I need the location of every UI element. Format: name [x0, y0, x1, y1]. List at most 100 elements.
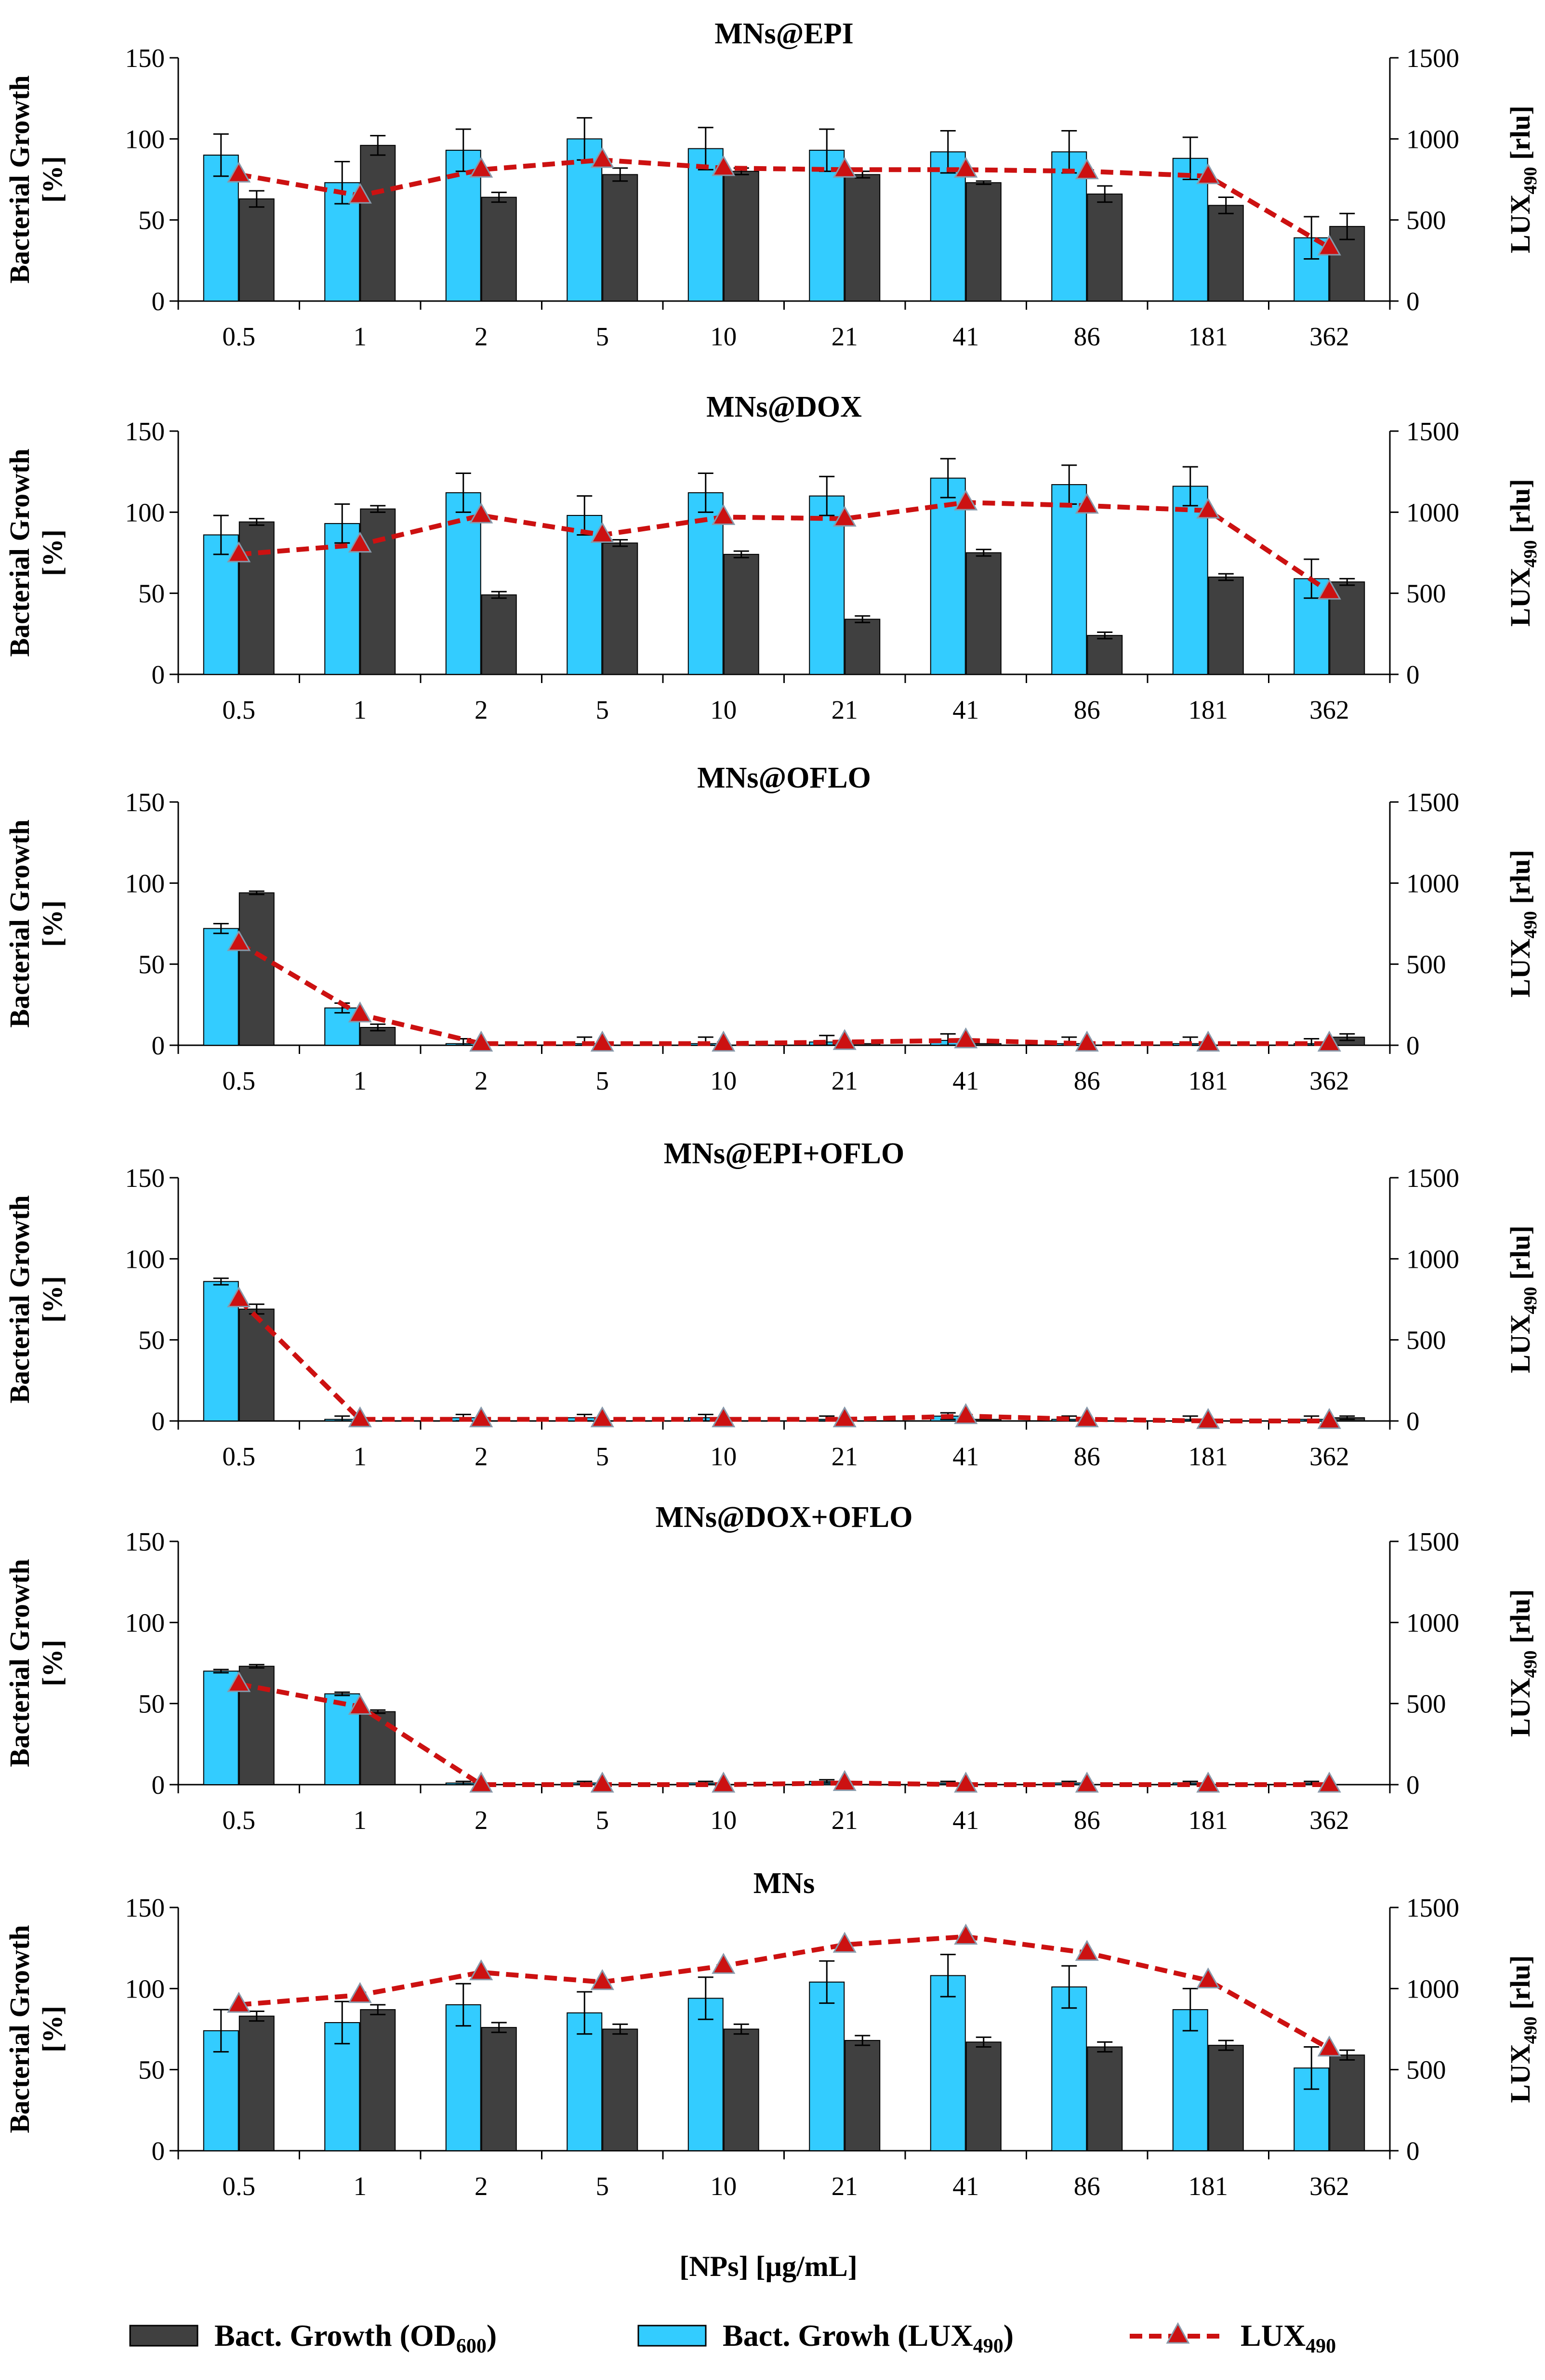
x-tick-label: 41	[952, 1442, 979, 1471]
left-tick-label: 100	[125, 498, 165, 527]
panel-title: MNs@DOX	[706, 391, 862, 423]
lux-line-marker	[832, 1770, 857, 1791]
x-tick-label: 1	[354, 1066, 367, 1095]
left-axis-title: Bacterial Growth [%]	[4, 1195, 68, 1403]
right-tick-label: 1500	[1406, 1527, 1459, 1556]
right-axis-title: LUX490 [rlu]	[1505, 479, 1541, 627]
lux-line-marker	[712, 1030, 736, 1052]
lux-line-marker	[1075, 1030, 1099, 1052]
od-bar	[1208, 205, 1244, 302]
lux-line-marker	[227, 541, 251, 563]
x-tick-label: 10	[710, 695, 737, 724]
left-axis-unit-text: [%]	[37, 1276, 68, 1323]
bars	[203, 458, 1365, 675]
right-tick-label: 1000	[1406, 1974, 1459, 2003]
lux-line-marker	[590, 1771, 614, 1793]
panel-title: MNs	[753, 1867, 815, 1900]
od-bar	[965, 182, 1002, 302]
right-tick-label: 1000	[1406, 498, 1459, 527]
lux-line-marker	[954, 157, 978, 178]
legend-item-2: Bact. Growh (LUX490)	[637, 2318, 1014, 2357]
left-axis-title: Bacterial Growth [%]	[4, 819, 68, 1027]
x-tick-label: 5	[596, 1805, 609, 1835]
lux-line-marker	[1317, 234, 1341, 256]
x-tick-label: 181	[1188, 1805, 1228, 1835]
x-tick-label: 21	[832, 695, 858, 724]
lux-line-marker	[1196, 1407, 1220, 1429]
right-tick-label: 0	[1406, 2136, 1420, 2166]
left-tick-label: 0	[152, 1770, 165, 1800]
x-tick-label: 2	[475, 1442, 488, 1471]
x-tick-label: 86	[1074, 2171, 1100, 2201]
left-axis-title-text: Bacterial Growth	[4, 1559, 35, 1767]
legend-label: LUX490	[1241, 2318, 1336, 2357]
lux-line-marker	[954, 1771, 978, 1793]
x-tick-label: 0.5	[222, 1805, 255, 1835]
legend-item-1: Bact. Growth (OD600)	[129, 2318, 497, 2357]
lux-line-marker	[469, 502, 493, 524]
lux-line-marker	[954, 1403, 978, 1424]
left-axis-unit-text: [%]	[37, 900, 68, 947]
x-tick-label: 2	[475, 1805, 488, 1835]
left-axis-title: Bacterial Growth [%]	[4, 1925, 68, 2133]
od-bar	[723, 2028, 759, 2151]
lux-line-marker	[227, 161, 251, 183]
left-tick-label: 0	[152, 660, 165, 689]
x-tick-label: 10	[710, 1442, 737, 1471]
right-tick-label: 1500	[1406, 788, 1459, 817]
left-axis-title-text: Bacterial Growth	[4, 448, 35, 657]
lux-line-marker	[712, 1771, 736, 1793]
legend-label: Bact. Growth (OD600)	[214, 2318, 497, 2357]
lux-line-marker	[1196, 497, 1220, 519]
right-axis-title-text: LUX490 [rlu]	[1505, 479, 1541, 627]
right-axis-title-text: LUX490 [rlu]	[1505, 1955, 1541, 2103]
lux-line-marker	[348, 1982, 372, 2003]
x-axis-title-group: [NPs] [µg/mL]	[679, 2250, 858, 2282]
x-tick-label: 1	[354, 695, 367, 724]
left-tick-label: 50	[138, 1689, 165, 1719]
od-bar	[845, 618, 881, 675]
od-bar	[723, 553, 759, 675]
legend-marker	[1166, 2322, 1190, 2344]
od-bar	[238, 2015, 275, 2152]
x-tick-label: 1	[354, 322, 367, 351]
left-tick-label: 100	[125, 1244, 165, 1274]
lux-bar	[930, 477, 966, 675]
right-tick-label: 0	[1406, 660, 1420, 689]
lux-line	[238, 941, 1330, 1046]
left-axis-unit-text: [%]	[37, 2006, 68, 2052]
x-tick-label: 10	[710, 2171, 737, 2201]
lux-line-marker	[1075, 158, 1099, 180]
lux-line-marker	[712, 504, 736, 525]
lux-line-marker	[832, 1932, 857, 1953]
right-axis-title: LUX490 [rlu]	[1505, 1955, 1541, 2103]
od-bar	[360, 2009, 396, 2152]
lux-line-marker	[590, 147, 614, 168]
od-bar	[1087, 635, 1123, 675]
left-axis-unit-text: [%]	[37, 1640, 68, 1686]
lux-line-marker	[227, 1991, 251, 2013]
x-tick-label: 2	[475, 695, 488, 724]
x-tick-label: 41	[952, 1066, 979, 1095]
od-bar	[1087, 193, 1123, 302]
right-tick-label: 1000	[1406, 868, 1459, 898]
lux-line-marker	[1075, 1940, 1099, 1961]
x-tick-label: 0.5	[222, 2171, 255, 2201]
od-bar	[360, 145, 396, 302]
lux-line-marker	[469, 157, 493, 178]
lux-line-marker	[832, 1406, 857, 1428]
lux-bar	[1172, 2009, 1208, 2152]
right-axis-title: LUX490 [rlu]	[1505, 1589, 1541, 1737]
lux-line-marker	[590, 1030, 614, 1052]
left-tick-label: 0	[152, 1407, 165, 1436]
lux-line	[238, 500, 1331, 594]
lux-line-marker	[1075, 1771, 1099, 1793]
lux-bar	[1051, 1986, 1087, 2152]
x-tick-label: 86	[1074, 1442, 1100, 1471]
left-tick-label: 150	[125, 417, 165, 446]
x-tick-label: 0.5	[222, 1066, 255, 1095]
od-bar	[481, 2027, 517, 2151]
